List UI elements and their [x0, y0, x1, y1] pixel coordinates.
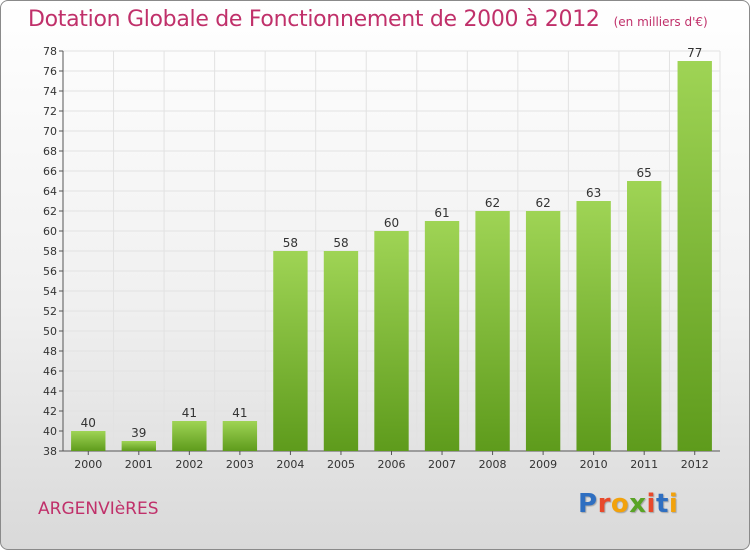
y-tick-label: 64	[43, 185, 57, 198]
y-tick-label: 48	[43, 345, 57, 358]
logo-letter: t	[655, 489, 669, 519]
bar	[222, 421, 258, 451]
bar	[71, 431, 106, 451]
x-tick-label: 2007	[428, 458, 456, 471]
y-tick-label: 66	[43, 165, 57, 178]
y-tick-label: 58	[43, 245, 57, 258]
y-tick-label: 56	[43, 265, 57, 278]
y-tick-label: 50	[43, 325, 57, 338]
logo-letter: i	[646, 489, 656, 519]
bar	[525, 211, 561, 451]
bar	[627, 181, 662, 451]
x-tick-label: 2001	[125, 458, 153, 471]
chart-title-text: Dotation Globale de Fonctionnement de 20…	[28, 7, 600, 32]
x-tick-label: 2005	[327, 458, 355, 471]
y-tick-label: 52	[43, 305, 57, 318]
logo-letter: r	[597, 489, 611, 519]
y-tick-labels: 38 40 42 44 46 48 50 52 54 56 58 60 62 64 66 68 70 72 74 76…	[43, 45, 57, 458]
data-labels: 40 39 41 41 58 58 60 61 62 62 63 65 77	[81, 46, 703, 440]
data-label: 61	[434, 206, 449, 220]
logo-letter: x	[629, 489, 647, 519]
bar	[576, 201, 611, 451]
y-tick-label: 60	[43, 225, 57, 238]
x-tick-label: 2010	[580, 458, 608, 471]
y-tick-label: 44	[43, 385, 57, 398]
commune-name: ARGENVIèRES	[38, 499, 159, 519]
y-tick-label: 76	[43, 65, 57, 78]
data-label: 41	[232, 406, 247, 420]
y-tick-label: 54	[43, 285, 57, 298]
chart-title: Dotation Globale de Fonctionnement de 20…	[28, 7, 708, 32]
y-tick-label: 62	[43, 205, 57, 218]
data-label: 77	[687, 46, 702, 60]
bar	[273, 251, 308, 451]
data-label: 62	[535, 196, 550, 210]
data-label: 65	[637, 166, 652, 180]
bar	[172, 421, 207, 451]
y-tick-label: 40	[43, 425, 57, 438]
data-label: 58	[283, 236, 298, 250]
data-label: 62	[485, 196, 500, 210]
x-tick-label: 2008	[479, 458, 507, 471]
bars	[71, 61, 712, 451]
x-tick-label: 2003	[226, 458, 254, 471]
y-tick-label: 68	[43, 145, 57, 158]
logo-letter: i	[668, 489, 679, 519]
logo-letter: o	[610, 489, 630, 519]
data-label: 39	[131, 426, 146, 440]
y-tick-label: 46	[43, 365, 57, 378]
data-label: 58	[333, 236, 348, 250]
bar	[323, 251, 359, 451]
data-label: 63	[586, 186, 601, 200]
bar	[374, 231, 409, 451]
x-tick-label: 2011	[630, 458, 658, 471]
y-tick-label: 74	[43, 85, 57, 98]
x-tick-label: 2012	[681, 458, 709, 471]
y-tick-label: 70	[43, 125, 57, 138]
bar	[424, 221, 460, 451]
proxiti-logo: Proxiti	[578, 489, 678, 519]
chart-unit-note: (en milliers d'€)	[613, 15, 708, 29]
bar	[677, 61, 712, 451]
y-tick-label: 42	[43, 405, 57, 418]
x-tick-labels: 2000 2001 2002 2003 2004 2005 2006 2007 2008 2009…	[74, 458, 708, 471]
logo-letter: P	[578, 489, 598, 519]
data-label: 60	[384, 216, 399, 230]
x-tick-label: 2004	[276, 458, 304, 471]
data-label: 40	[81, 416, 96, 430]
x-tick-label: 2002	[175, 458, 203, 471]
bar	[475, 211, 510, 451]
y-tick-label: 78	[43, 45, 57, 58]
x-tick-label: 2006	[378, 458, 406, 471]
data-label: 41	[182, 406, 197, 420]
bar	[121, 441, 156, 451]
x-tick-label: 2000	[74, 458, 102, 471]
y-tick-label: 38	[43, 445, 57, 458]
y-tick-label: 72	[43, 105, 57, 118]
x-tick-label: 2009	[529, 458, 557, 471]
